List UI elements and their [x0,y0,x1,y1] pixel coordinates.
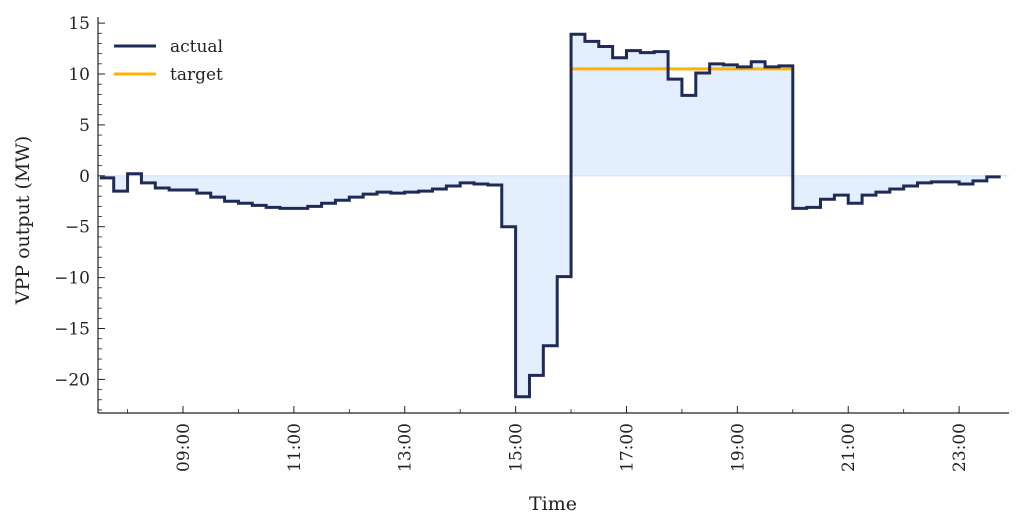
y-tick-label: −10 [54,269,90,289]
y-axis-ticks: 15 10 5 0 −5 −10 −15 −20 [54,14,105,411]
x-tick-label: 19:00 [728,423,748,472]
plot-area [98,32,1009,399]
y-tick-label: −15 [54,320,90,340]
legend-target-label: target [170,65,223,85]
actual-series-line [99,32,1001,399]
axes: 15 10 5 0 −5 −10 −15 −20 09:00 11:00 13:00 15:00 17… [54,14,1009,472]
y-tick-label: 0 [79,167,90,187]
x-tick-label: 23:00 [950,423,970,472]
area-fill-to-zero [99,34,1001,397]
y-axis-label: VPP output (MW) [12,136,34,306]
legend-actual-label: actual [170,37,223,57]
x-tick-label: 09:00 [174,423,194,472]
legend: actual target [114,37,223,85]
y-tick-label: 15 [68,14,90,34]
x-axis-ticks: 09:00 11:00 13:00 15:00 17:00 19:00 21:00 23:00 [127,406,970,472]
x-tick-label: 15:00 [507,423,527,472]
x-tick-label: 17:00 [617,423,637,472]
y-tick-label: 10 [68,65,90,85]
x-tick-label: 13:00 [396,423,416,472]
x-axis-label: Time [529,493,577,515]
y-tick-label: −20 [54,370,90,390]
x-tick-label: 11:00 [285,423,305,472]
y-tick-label: 5 [79,116,90,136]
x-tick-label: 21:00 [839,423,859,472]
y-tick-label: −5 [65,218,90,238]
